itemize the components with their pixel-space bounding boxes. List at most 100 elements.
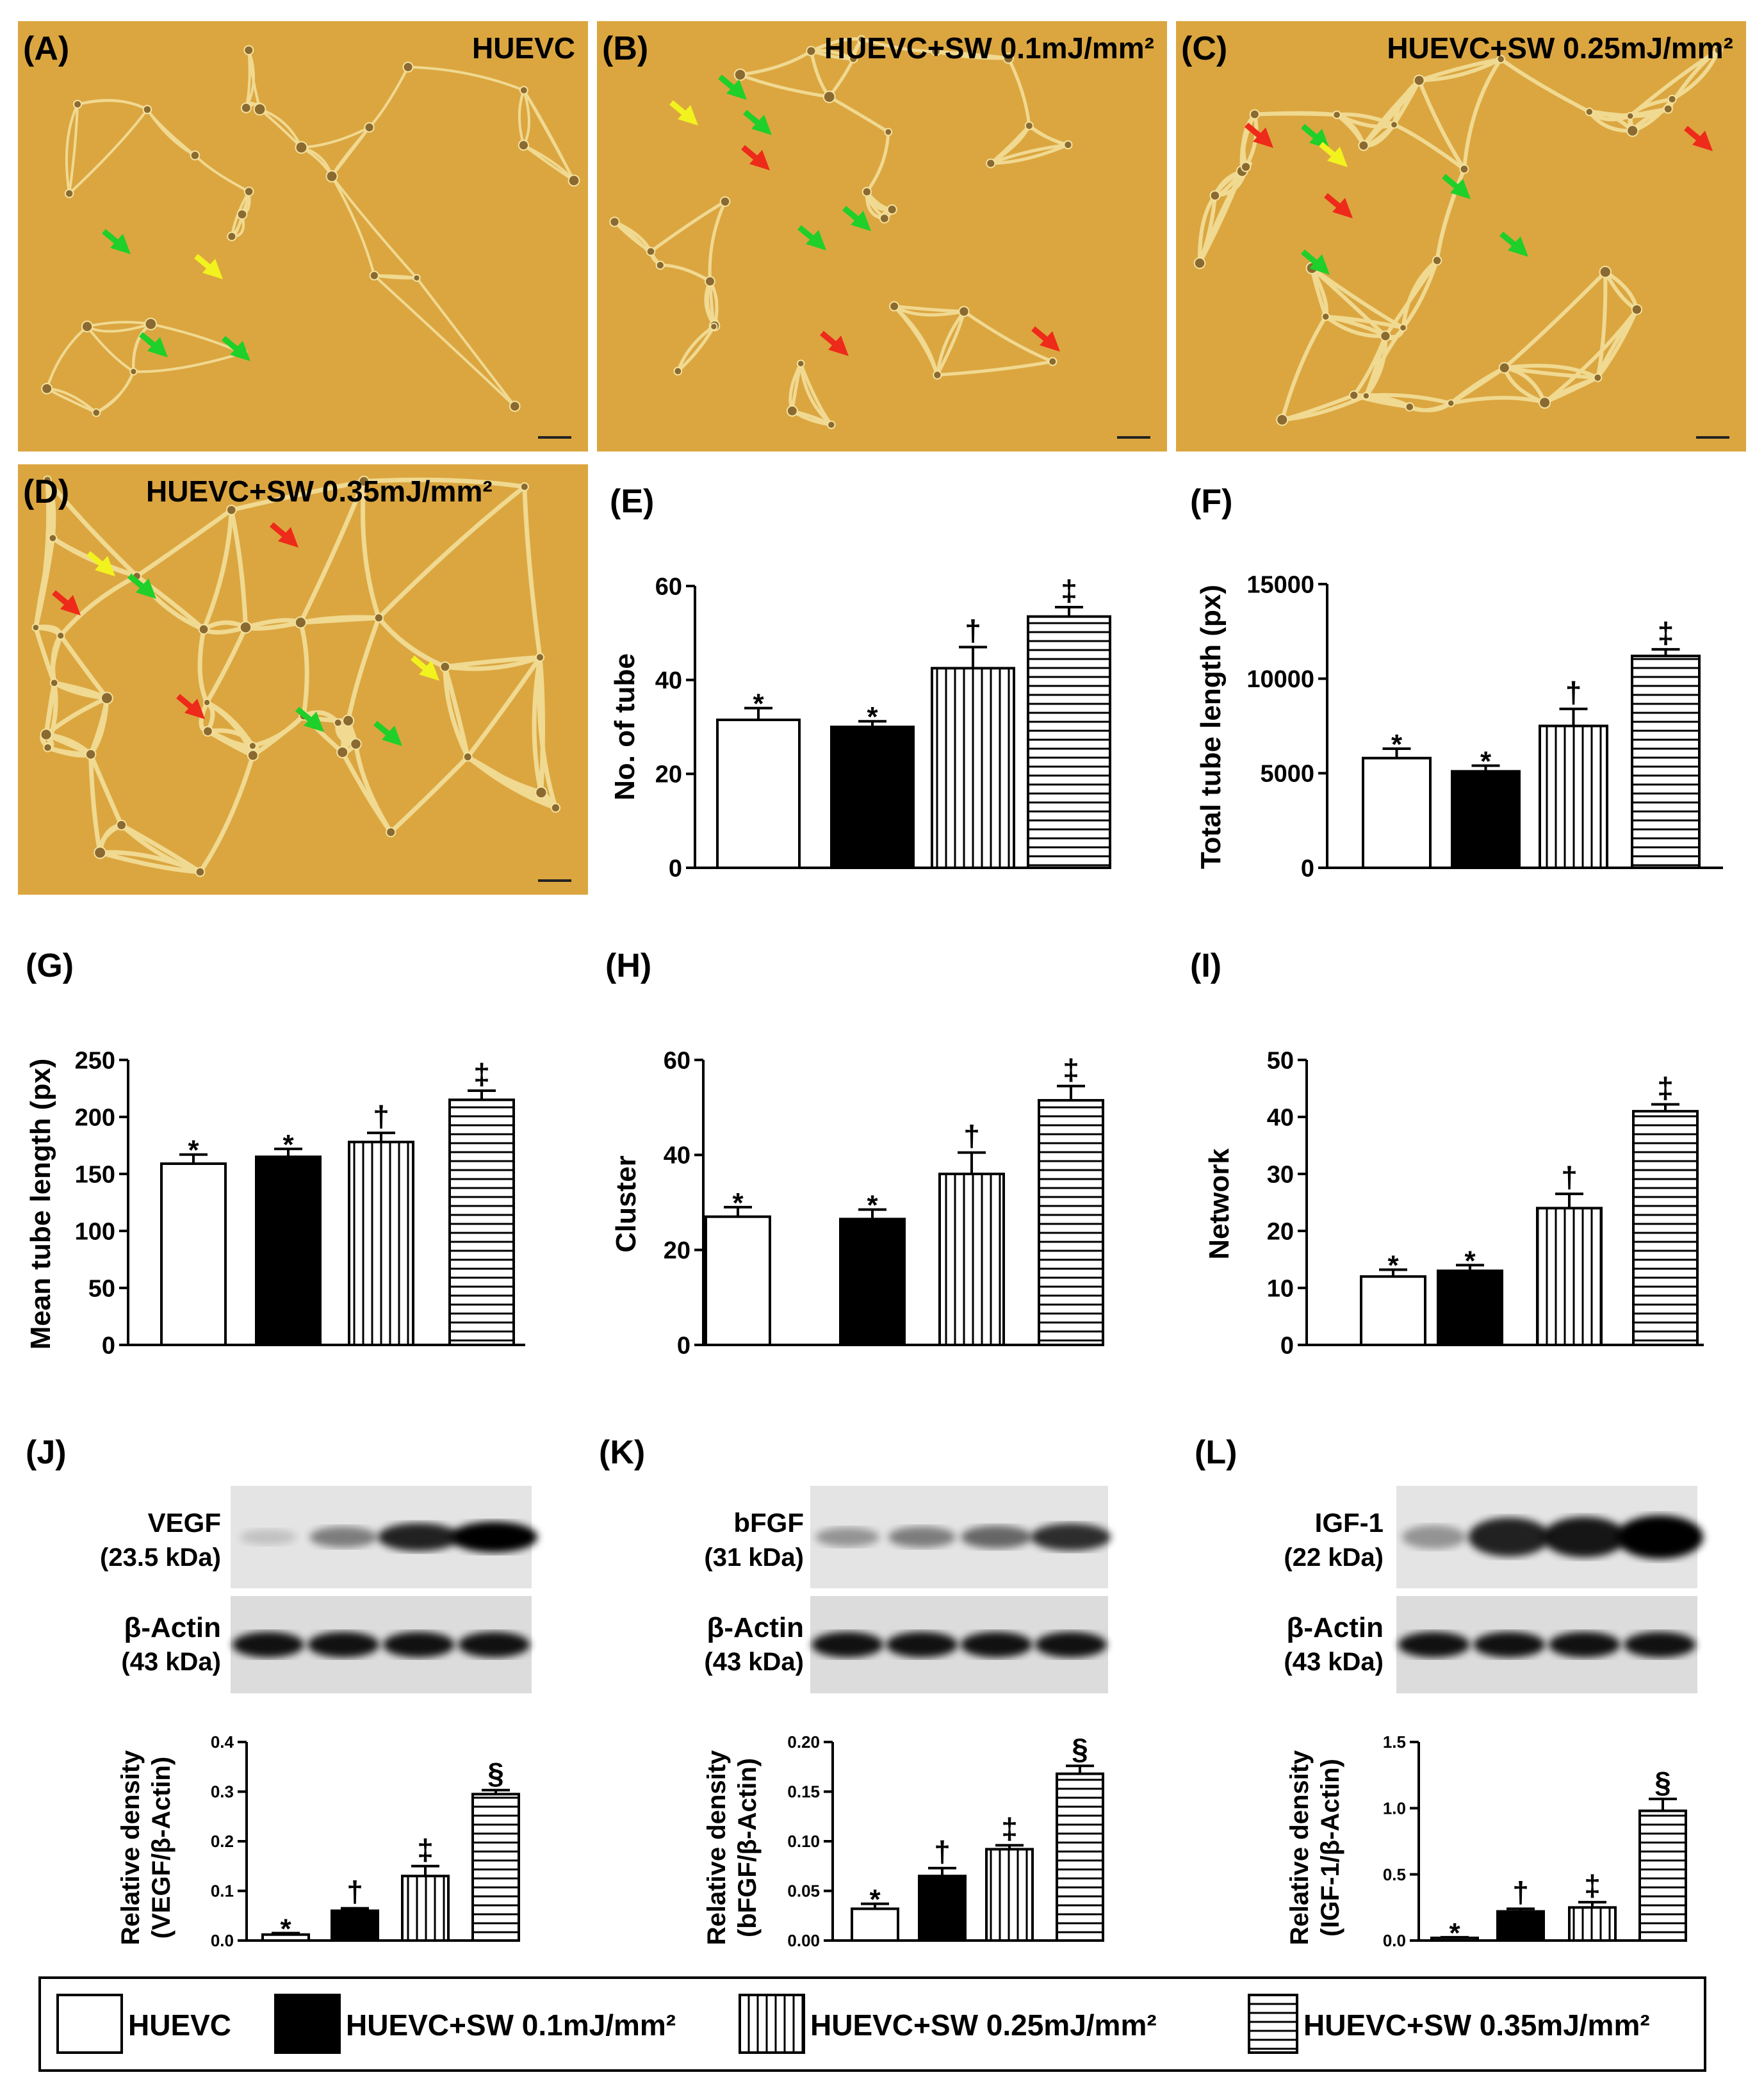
cell-tube: [68, 108, 149, 195]
y-tick-label: 0: [677, 1332, 690, 1359]
cell-tube: [300, 615, 379, 625]
cell-cluster: [49, 678, 59, 688]
y-axis-label: Mean tube length (px): [25, 1059, 56, 1350]
bar-chart: (F) 0 5000 10000 15000 * * † ‡ Total tube length …: [1190, 483, 1723, 882]
cell-cluster: [225, 504, 237, 516]
cell-tube: [1364, 326, 1405, 396]
significance-mark: ‡: [473, 1057, 490, 1091]
arrow-icon: [828, 336, 849, 356]
cell-cluster: [1413, 74, 1425, 86]
significance-mark: *: [188, 1135, 199, 1166]
y-tick-label: 0: [669, 855, 682, 882]
cell-tube: [649, 200, 726, 253]
arrow-icon: [278, 527, 298, 548]
cell-tube: [331, 175, 376, 276]
cell-cluster: [886, 204, 897, 215]
cell-cluster: [202, 698, 211, 707]
control-label: β-Actin: [706, 1612, 804, 1643]
y-tick-label: 0: [1280, 1332, 1294, 1359]
cell-cluster: [827, 420, 836, 429]
target-label: IGF-1: [1315, 1508, 1384, 1538]
bar: [830, 726, 915, 869]
cell-cluster: [518, 140, 530, 151]
actin-band: [1034, 1632, 1107, 1657]
y-tick-label: 250: [75, 1047, 115, 1074]
cell-tube: [518, 90, 525, 146]
y-axis-label-unit: (bFGF/β-Actin): [733, 1758, 762, 1937]
cell-cluster: [1002, 53, 1014, 64]
cell-tube: [354, 744, 393, 834]
cell-tube: [59, 574, 138, 637]
cell-tube: [466, 656, 542, 758]
arrow-icon: [1332, 198, 1353, 218]
cell-tube: [194, 154, 250, 193]
y-axis-label-unit: (VEGF/β-Actin): [147, 1757, 176, 1939]
cell-tube: [99, 850, 201, 874]
actin-band: [1398, 1632, 1470, 1657]
target-band: [1031, 1523, 1111, 1551]
y-axis-title: Relative density (VEGF/β-Actin): [117, 1750, 176, 1945]
bar-chart: (G) 0 50 100 150 200 250 * * † ‡ Mean tube length (…: [25, 947, 525, 1359]
cell-tube: [676, 324, 715, 372]
cell-cluster: [144, 318, 158, 330]
cell-cluster: [568, 174, 580, 187]
panel-label: (I): [1190, 947, 1221, 984]
bar: [1632, 1110, 1699, 1346]
legend-swatch: [1248, 1994, 1298, 2054]
cell-tube: [799, 362, 833, 426]
western-blot: (J) VEGF (23.5 kDa) β-Actin (43 kDa): [26, 1434, 538, 1693]
cell-cluster: [342, 714, 355, 727]
target-band: [888, 1526, 956, 1548]
cell-tube: [893, 305, 965, 317]
cell-cluster: [733, 68, 747, 81]
cell-cluster: [358, 475, 370, 487]
cell-cluster: [94, 846, 107, 859]
control-label: β-Actin: [1286, 1612, 1384, 1643]
panel-label: (K): [599, 1434, 645, 1471]
cell-tube: [360, 481, 381, 619]
y-axis-title: Network: [1204, 1148, 1235, 1260]
y-tick-label: 0.1: [211, 1882, 234, 1901]
cell-cluster: [958, 305, 970, 318]
significance-mark: ‡: [1657, 1071, 1674, 1104]
cell-cluster: [884, 127, 893, 136]
cell-cluster: [85, 749, 97, 760]
y-tick-label: 0.15: [787, 1782, 820, 1802]
bar: [448, 1098, 515, 1347]
legend-label: HUEVC+SW 0.25mJ/mm²: [810, 2008, 1157, 2042]
arrow-icon: [60, 595, 81, 615]
bar-chart: 0.0 0.5 1.0 1.5 * † ‡ § Relative density (IGF-1/β…: [1286, 1732, 1687, 1950]
arrow-icon: [1508, 236, 1528, 257]
cell-cluster: [336, 746, 349, 759]
y-axis-label-unit: (IGF-1/β-Actin): [1316, 1759, 1344, 1937]
bar: [1451, 770, 1521, 869]
bar: [1362, 756, 1432, 869]
cell-cluster: [1667, 94, 1677, 104]
micrograph-image: [18, 464, 588, 895]
significance-mark: †: [373, 1100, 389, 1133]
significance-mark: †: [1512, 1875, 1529, 1909]
cell-tube: [1499, 57, 1590, 114]
cell-cluster: [1405, 402, 1415, 412]
arrow-icon: [678, 105, 698, 126]
cell-cluster: [236, 209, 248, 220]
cell-tube: [1596, 309, 1639, 379]
cell-tube: [1504, 366, 1598, 380]
cell-cluster: [1332, 110, 1341, 120]
cell-cluster: [889, 301, 900, 312]
cell-tube: [990, 143, 1069, 165]
cell-tube: [1450, 366, 1506, 405]
cell-tube: [1401, 259, 1439, 329]
y-tick-label: 60: [664, 1047, 690, 1074]
cell-tube: [1503, 270, 1607, 370]
cell-tube: [522, 486, 543, 658]
cell-cluster: [1249, 109, 1260, 120]
cell-tube: [229, 509, 248, 628]
cell-cluster: [705, 275, 715, 287]
cell-tube: [201, 510, 234, 630]
cell-cluster: [350, 738, 362, 751]
cell-cluster: [253, 102, 266, 116]
y-tick-label: 100: [75, 1218, 115, 1245]
y-tick-label: 10000: [1246, 666, 1314, 693]
cell-cluster: [655, 260, 665, 270]
